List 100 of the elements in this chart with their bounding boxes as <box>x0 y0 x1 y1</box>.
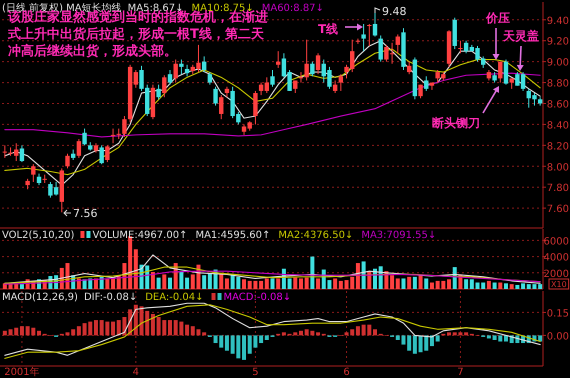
candlestick <box>418 84 423 99</box>
bar <box>94 278 98 289</box>
y-tick-label: 8.00 <box>546 162 569 174</box>
line-series <box>4 72 541 138</box>
y-tick-label: 2000 <box>544 268 569 280</box>
y-tick-label: 8.20 <box>546 141 569 152</box>
candlestick <box>396 34 400 54</box>
candlestick <box>310 61 315 77</box>
candlestick <box>156 84 161 100</box>
candlestick <box>492 72 497 84</box>
annotation: 断头铡刀 <box>432 116 480 130</box>
bar <box>418 274 423 289</box>
y-tick-label: 7.80 <box>546 183 569 194</box>
legend-label: MACD:-0.08↓ <box>224 292 292 303</box>
candlestick <box>162 74 166 98</box>
legend-label: VOLUME:4967.00↑ <box>92 230 188 241</box>
x-tick-label: 5 <box>252 367 259 378</box>
candlestick <box>498 61 502 84</box>
candlestick <box>184 64 190 77</box>
candlestick <box>208 72 212 86</box>
y-tick-label: 7.60 <box>546 204 569 216</box>
annotation: T线 <box>318 22 338 36</box>
bar <box>316 278 320 289</box>
y-tick-label: 0.00 <box>546 331 569 342</box>
candlestick <box>253 90 258 125</box>
candlestick <box>36 173 42 186</box>
y-tick-label: 8.60 <box>546 99 569 110</box>
bar <box>510 284 514 289</box>
candlestick <box>105 144 110 163</box>
candlestick <box>2 144 8 158</box>
bar <box>424 278 428 289</box>
bar <box>401 278 406 289</box>
bar <box>150 272 155 289</box>
y-tick-label: 4000 <box>544 252 569 264</box>
bar <box>236 276 240 289</box>
candlestick <box>219 94 224 120</box>
line-series <box>4 270 541 285</box>
bar <box>162 274 166 289</box>
y-tick-label: 6000 <box>544 236 569 248</box>
bar <box>168 278 172 289</box>
chart-title: VOL2(5,10,20) <box>2 230 75 241</box>
candlestick <box>82 128 87 146</box>
bar <box>230 274 235 289</box>
bar <box>270 278 274 289</box>
candlestick <box>276 50 280 68</box>
bar <box>224 278 229 289</box>
annotation: 天灵盖 <box>502 29 539 43</box>
bar <box>504 283 508 289</box>
bar <box>464 279 468 289</box>
candlestick <box>378 34 383 62</box>
candlestick <box>406 61 412 75</box>
candlestick <box>116 128 121 140</box>
bar <box>100 276 104 289</box>
candlestick <box>304 39 309 81</box>
y-tick-label: 8.40 <box>546 120 569 132</box>
y-tick-label: 9.00 <box>546 58 569 69</box>
bar <box>492 282 497 289</box>
candlestick <box>332 80 338 94</box>
candlestick <box>504 59 508 86</box>
candlestick <box>202 56 206 73</box>
candlestick <box>213 86 218 106</box>
x-tick-label: 2001年 <box>4 366 40 378</box>
candlestick <box>99 144 104 165</box>
candlestick <box>31 164 36 182</box>
chart-title: MACD(12,26,9) <box>2 292 78 303</box>
bar <box>156 278 161 289</box>
x-tick-label: 7 <box>457 367 464 378</box>
bar <box>362 261 366 289</box>
bar <box>396 278 400 289</box>
annotation: 9.48 <box>382 5 406 18</box>
candlestick <box>316 52 320 75</box>
bar <box>486 280 491 289</box>
candlestick <box>25 178 30 190</box>
y-tick-label: 8.80 <box>546 78 569 90</box>
bar <box>264 278 269 289</box>
y-tick-label: 9.40 <box>546 16 569 27</box>
text: MA3:7091.55↓ <box>361 230 436 241</box>
bar <box>310 256 314 289</box>
candlestick <box>173 59 178 84</box>
candlestick <box>76 138 82 158</box>
x-tick-label: 4 <box>132 367 140 378</box>
text: X10 <box>551 280 567 289</box>
bar <box>356 263 360 289</box>
candlestick <box>361 23 366 52</box>
candlestick <box>179 59 184 75</box>
candlestick <box>20 144 24 163</box>
candlestick <box>367 23 372 46</box>
y-tick-label: 0.15 <box>546 308 569 320</box>
text: MA2:4376.50↓ <box>278 230 354 241</box>
series-label: DIF:-0.08↓ <box>84 292 138 303</box>
candlestick <box>293 80 298 94</box>
bar <box>134 249 138 289</box>
candlestick <box>65 153 70 169</box>
bar <box>276 278 280 289</box>
bar <box>412 276 417 289</box>
bar <box>407 276 412 289</box>
bar <box>20 284 24 289</box>
series-label: DEA:-0.04↓ <box>145 292 204 303</box>
candlestick <box>424 76 428 92</box>
bar <box>219 272 224 289</box>
